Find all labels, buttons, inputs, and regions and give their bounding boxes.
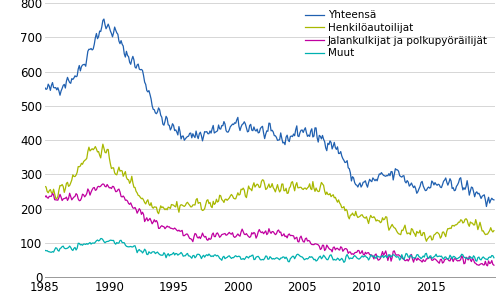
Muut	[244, 255, 250, 258]
Yhteensä	[244, 126, 250, 130]
Yhteensä	[491, 198, 497, 202]
Yhteensä	[42, 86, 48, 90]
Yhteensä	[101, 17, 107, 21]
Muut	[42, 249, 48, 252]
Jalankulkijat ja polkupyöräilijät	[57, 192, 63, 196]
Jalankulkijat ja polkupyöräilijät	[244, 232, 250, 236]
Yhteensä	[265, 129, 271, 133]
Jalankulkijat ja polkupyöräilijät	[412, 257, 418, 260]
Henkilöautoilijat	[491, 229, 497, 233]
Muut	[414, 253, 420, 257]
Jalankulkijat ja polkupyöräilijät	[484, 264, 490, 268]
Line: Jalankulkijat ja polkupyöräilijät: Jalankulkijat ja polkupyöräilijät	[45, 184, 494, 266]
Line: Henkilöautoilijat: Henkilöautoilijat	[45, 144, 494, 241]
Yhteensä	[412, 187, 418, 191]
Muut	[491, 256, 497, 260]
Jalankulkijat ja polkupyöräilijät	[265, 231, 271, 235]
Henkilöautoilijat	[412, 234, 418, 238]
Jalankulkijat ja polkupyöräilijät	[42, 195, 48, 199]
Muut	[98, 237, 103, 241]
Yhteensä	[472, 191, 478, 195]
Henkilöautoilijat	[57, 184, 63, 187]
Muut	[57, 247, 63, 250]
Muut	[474, 259, 480, 263]
Yhteensä	[57, 93, 63, 97]
Henkilöautoilijat	[265, 185, 271, 188]
Jalankulkijat ja polkupyöräilijät	[193, 232, 199, 236]
Legend: Yhteensä, Henkilöautoilijat, Jalankulkijat ja polkupyöräilijät, Muut: Yhteensä, Henkilöautoilijat, Jalankulkij…	[302, 8, 490, 60]
Jalankulkijat ja polkupyöräilijät	[472, 261, 478, 265]
Yhteensä	[193, 129, 199, 133]
Jalankulkijat ja polkupyöräilijät	[491, 263, 497, 267]
Henkilöautoilijat	[42, 184, 48, 188]
Henkilöautoilijat	[193, 198, 199, 202]
Muut	[265, 257, 271, 261]
Henkilöautoilijat	[100, 142, 106, 146]
Muut	[341, 261, 347, 264]
Henkilöautoilijat	[474, 222, 480, 225]
Henkilöautoilijat	[244, 196, 250, 200]
Line: Yhteensä: Yhteensä	[45, 19, 494, 206]
Line: Muut: Muut	[45, 239, 494, 262]
Henkilöautoilijat	[424, 239, 430, 243]
Jalankulkijat ja polkupyöräilijät	[100, 182, 106, 186]
Yhteensä	[484, 205, 490, 208]
Muut	[193, 255, 199, 258]
